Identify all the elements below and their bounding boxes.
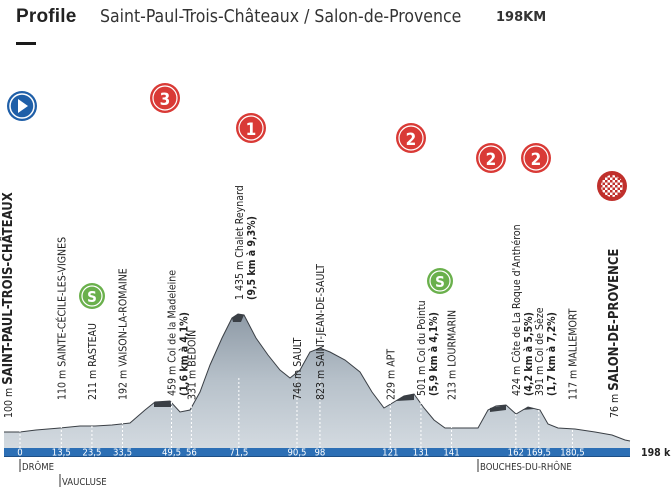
place-label: 459 m Col de la Madeleine xyxy=(167,270,179,396)
climb-segment-seze xyxy=(522,407,534,410)
km-tick-label: 71,5 xyxy=(229,448,248,459)
km-tick-label: 23,5 xyxy=(82,448,101,459)
km-tick-label: 33,5 xyxy=(113,448,132,459)
place-label: 192 m VAISON-LA-ROMAINE xyxy=(118,268,130,400)
climb-category-badge: 3 xyxy=(150,83,180,113)
climb-detail-label: (1,6 km à 4,1%) xyxy=(179,312,191,396)
total-distance-label: 198 km xyxy=(641,447,671,459)
climb-detail-label: (1,7 km à 7,2%) xyxy=(546,312,558,396)
climb-detail-label: (4,2 km à 5,5%) xyxy=(523,312,535,396)
department-vaucluse: VAUCLUSE xyxy=(62,477,107,488)
climb-segment-ventoux xyxy=(232,314,244,322)
climb-category-badge: 2 xyxy=(396,123,426,153)
km-tick-label: 121 xyxy=(382,448,398,459)
finish-flag-icon xyxy=(597,171,627,201)
place-label: 501 m Col du Pointu xyxy=(416,300,428,396)
svg-text:S: S xyxy=(435,273,445,291)
climb-segment-roque xyxy=(490,405,506,412)
svg-text:1: 1 xyxy=(246,120,257,140)
km-tick-label: 98 xyxy=(315,448,326,459)
climb-category-badge: 2 xyxy=(521,143,551,173)
place-label: 213 m LOURMARIN xyxy=(447,310,459,400)
km-tick-label: 180,5 xyxy=(560,448,584,459)
place-label: 391 m Col de Sèze xyxy=(534,307,546,396)
km-axis-bar xyxy=(4,448,630,456)
route-title: Saint-Paul-Trois-Châteaux / Salon-de-Pro… xyxy=(100,7,462,27)
climb-category-badge: 2 xyxy=(476,143,506,173)
climb-segment-madeleine xyxy=(154,401,172,407)
place-label: 331 m BÉDOIN xyxy=(185,330,198,400)
climb-segment-pointu xyxy=(396,394,414,401)
place-label: 211 m RASTEAU xyxy=(87,323,99,400)
place-label: 424 m Côte de La Roque d'Anthéron xyxy=(511,224,523,396)
km-tick-label: 56 xyxy=(186,448,197,459)
svg-text:3: 3 xyxy=(160,90,171,110)
svg-text:2: 2 xyxy=(406,130,417,150)
svg-text:2: 2 xyxy=(486,150,497,170)
climb-category-badge: 1 xyxy=(236,113,266,143)
place-label: 110 m SAINTE-CÉCILE-LES-VIGNES xyxy=(55,237,68,400)
climb-detail-label: (5,9 km à 4,1%) xyxy=(428,312,440,396)
title-underline xyxy=(16,42,36,45)
sprint-icon: S xyxy=(79,283,105,309)
place-label: 229 m APT xyxy=(385,349,397,400)
header: Profile Saint-Paul-Trois-Châteaux / Salo… xyxy=(0,0,671,50)
page-title: Profile xyxy=(16,6,77,27)
department-bouches-du-rhone: BOUCHES-DU-RHÔNE xyxy=(480,461,572,473)
climb-detail-label: (9,5 km à 9,3%) xyxy=(246,216,258,300)
start-icon xyxy=(7,91,37,121)
km-tick-label: 131 xyxy=(413,448,429,459)
department-drome: DRÔME xyxy=(22,461,54,473)
elevation-outline xyxy=(4,313,631,442)
km-tick-label: 162 xyxy=(508,448,524,459)
km-ticks: 0 13,5 23,5 33,5 49,5 56 71,5 90,5 98 121 131 141 16… xyxy=(17,378,585,459)
svg-text:2: 2 xyxy=(531,150,542,170)
elevation-profile xyxy=(4,314,630,448)
place-label: 117 m MALLEMORT xyxy=(567,308,579,400)
km-tick-label: 49,5 xyxy=(162,448,181,459)
place-label: 823 m SAINT-JEAN-DE-SAULT xyxy=(315,264,327,400)
km-tick-label: 13,5 xyxy=(52,448,71,459)
place-labels: 100 m SAINT-PAUL-TROIS-CHÂTEAUX 110 m SAI… xyxy=(0,185,622,418)
svg-text:S: S xyxy=(87,288,97,306)
km-tick-label: 141 xyxy=(443,448,459,459)
km-tick-label: 0 xyxy=(17,448,22,459)
place-label: 746 m SAULT xyxy=(292,337,304,400)
place-label: 76 m SALON-DE-PROVENCE xyxy=(607,249,622,418)
km-tick-label: 169,5 xyxy=(527,448,551,459)
place-label: 100 m SAINT-PAUL-TROIS-CHÂTEAUX xyxy=(0,192,16,418)
place-label: 1 435 m Chalet Reynard xyxy=(234,185,246,300)
route-distance: 198KM xyxy=(496,10,547,25)
sprint-icon: S xyxy=(427,268,453,294)
km-tick-label: 90,5 xyxy=(287,448,306,459)
